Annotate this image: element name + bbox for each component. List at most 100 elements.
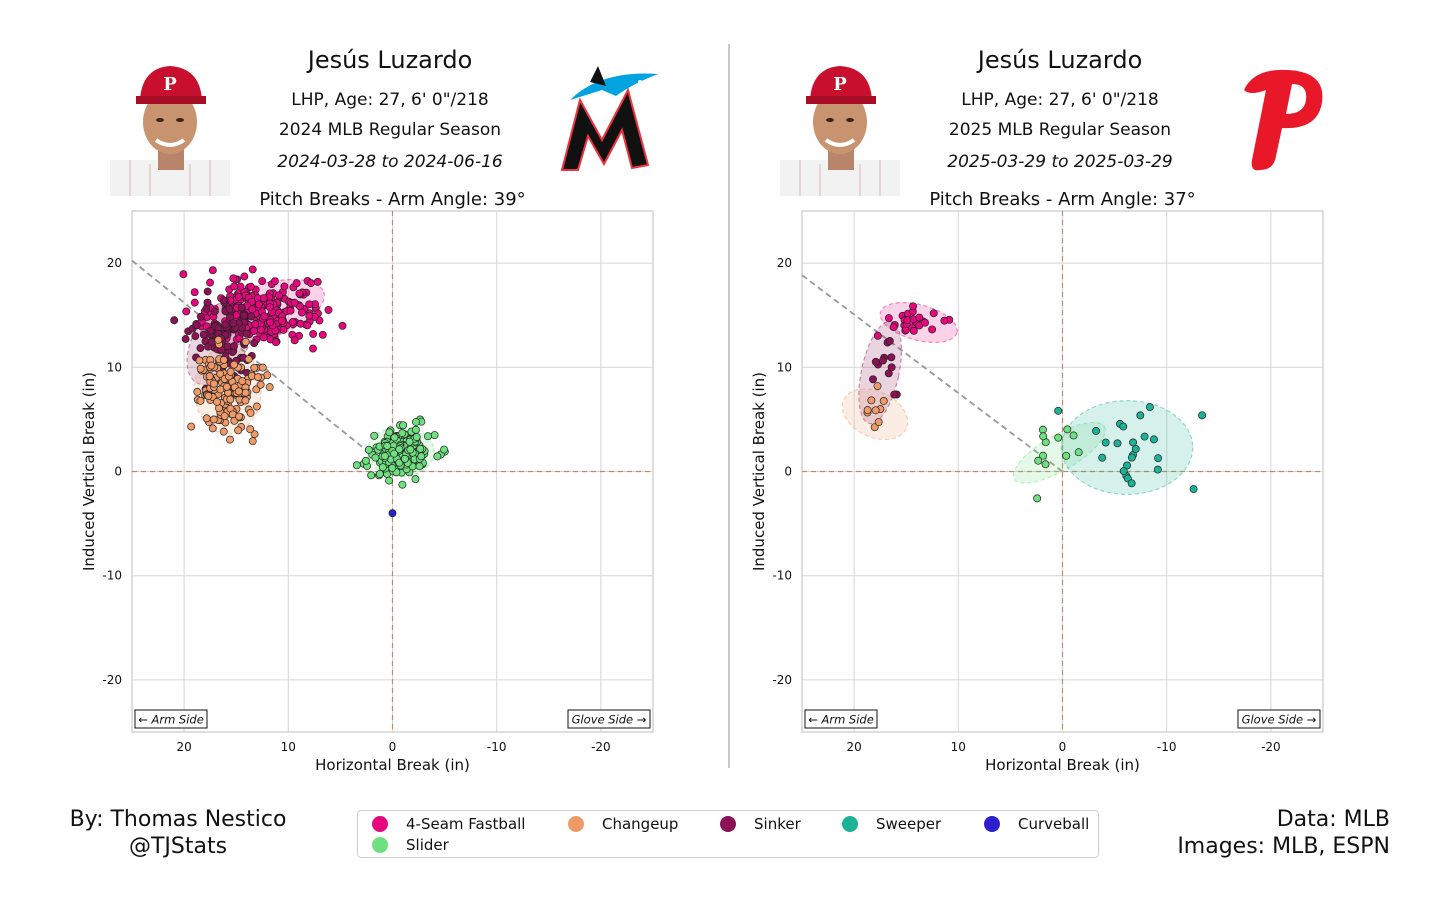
pitch-point bbox=[209, 379, 218, 388]
pitch-point bbox=[1150, 435, 1158, 444]
pitch-point bbox=[246, 282, 255, 291]
pitch-point bbox=[290, 298, 299, 307]
pitch-point bbox=[190, 288, 199, 297]
pitch-point bbox=[259, 294, 268, 302]
data-credits: Data: MLB Images: MLB, ESPN bbox=[1177, 806, 1390, 860]
x-axis-label: Horizontal Break (in) bbox=[985, 756, 1140, 774]
svg-text:P: P bbox=[833, 74, 847, 95]
x-tick-label: -20 bbox=[591, 740, 611, 754]
pitch-ellipse bbox=[1012, 421, 1106, 484]
pitch-point bbox=[371, 453, 380, 462]
pitch-point bbox=[1034, 456, 1043, 465]
legend-marker bbox=[842, 816, 858, 832]
pitch-point bbox=[364, 445, 373, 454]
pitch-point bbox=[940, 316, 949, 325]
legend-label: Changeup bbox=[602, 815, 679, 833]
pitch-point bbox=[259, 333, 268, 342]
pitch-point bbox=[205, 372, 214, 381]
data-source: Data: MLB bbox=[1276, 807, 1390, 832]
pitch-point bbox=[225, 305, 234, 313]
pitch-point bbox=[411, 475, 420, 484]
pitch-point bbox=[375, 469, 384, 478]
pitch-point bbox=[252, 402, 261, 411]
pitch-point bbox=[388, 464, 397, 472]
pitch-point bbox=[230, 282, 239, 291]
chart-title: Pitch Breaks - Arm Angle: 39° bbox=[259, 189, 525, 210]
pitch-point bbox=[258, 277, 267, 286]
legend-label: Curveball bbox=[1018, 815, 1090, 833]
legend-item: Changeup bbox=[568, 815, 678, 833]
x-tick-label: -10 bbox=[1157, 740, 1177, 754]
pitch-point bbox=[871, 406, 880, 415]
pitch-point bbox=[871, 357, 880, 366]
glove-side-box bbox=[567, 709, 651, 729]
pitch-point bbox=[206, 278, 215, 287]
pitch-point bbox=[388, 509, 397, 518]
pitch-point bbox=[1041, 460, 1050, 469]
pitch-point bbox=[383, 442, 392, 450]
player-info: LHP, Age: 27, 6' 0"/218 bbox=[291, 90, 489, 110]
pitch-point bbox=[196, 344, 205, 353]
pitch-point bbox=[1136, 411, 1145, 420]
pitch-point bbox=[303, 321, 312, 330]
pitch-point bbox=[398, 429, 407, 438]
pitch-point bbox=[207, 361, 216, 370]
pitch-point bbox=[208, 266, 217, 275]
pitch-point bbox=[280, 282, 289, 291]
y-tick-label: 0 bbox=[784, 465, 792, 479]
legend-marker bbox=[568, 816, 584, 832]
pitch-point bbox=[235, 412, 243, 421]
pitch-point bbox=[879, 396, 888, 405]
pitch-point bbox=[863, 406, 872, 415]
legend-label: Sinker bbox=[754, 815, 801, 833]
pitch-point bbox=[265, 383, 274, 392]
pitch-point bbox=[869, 375, 877, 384]
arm-side-box bbox=[134, 709, 208, 729]
left-panel-header: P Jesús Luzardo LHP, Age: 27, 6' 0"/218 … bbox=[110, 40, 670, 196]
pitch-point bbox=[193, 387, 202, 396]
date-range: 2025-03-29 to 2025-03-29 bbox=[947, 152, 1173, 172]
y-tick-label: 10 bbox=[107, 360, 122, 374]
pitch-point bbox=[370, 431, 379, 440]
pitch-point bbox=[1054, 433, 1063, 442]
legend-marker bbox=[372, 837, 388, 853]
x-tick-label: 0 bbox=[1059, 740, 1067, 754]
phillies-logo bbox=[1230, 60, 1360, 180]
pitch-point bbox=[219, 296, 228, 305]
pitch-point bbox=[1062, 451, 1071, 460]
pitch-point bbox=[202, 414, 211, 423]
pitch-point bbox=[257, 325, 265, 334]
y-tick-label: -20 bbox=[772, 673, 792, 687]
legend-label: Sweeper bbox=[876, 815, 942, 833]
player-headshot: P bbox=[780, 60, 900, 196]
pitch-point bbox=[251, 320, 260, 329]
glove-side-label: Glove Side → bbox=[1242, 713, 1317, 727]
y-tick-label: -10 bbox=[772, 569, 792, 583]
pitch-point bbox=[290, 336, 299, 345]
pitch-point bbox=[190, 298, 199, 307]
author-byline: By: Thomas Nestico @TJStats bbox=[48, 806, 308, 860]
pitch-point bbox=[191, 332, 200, 341]
pitch-point bbox=[411, 425, 420, 434]
glove-side-box bbox=[1237, 709, 1321, 729]
pitch-point bbox=[1129, 438, 1138, 447]
x-tick-label: 0 bbox=[389, 740, 397, 754]
pitch-point bbox=[250, 326, 258, 335]
image-source: Images: MLB, ESPN bbox=[1177, 834, 1390, 859]
y-tick-label: 20 bbox=[777, 256, 792, 270]
pitch-point bbox=[1153, 465, 1162, 474]
pitch-point bbox=[234, 426, 243, 435]
pitch-point bbox=[226, 367, 235, 376]
player-name: Jesús Luzardo bbox=[307, 46, 473, 74]
y-axis-label: Induced Vertical Break (in) bbox=[750, 372, 768, 571]
legend-label: 4-Seam Fastball bbox=[406, 815, 526, 833]
x-tick-label: -10 bbox=[487, 740, 507, 754]
legend-item: Curveball bbox=[984, 815, 1089, 833]
legend-item: Slider bbox=[372, 836, 449, 854]
pitch-point bbox=[390, 433, 399, 442]
pitch-point bbox=[903, 316, 912, 325]
pitch-point bbox=[417, 452, 426, 461]
pitch-point bbox=[226, 395, 235, 404]
x-tick-label: 10 bbox=[281, 740, 296, 754]
pitch-point bbox=[271, 338, 280, 347]
